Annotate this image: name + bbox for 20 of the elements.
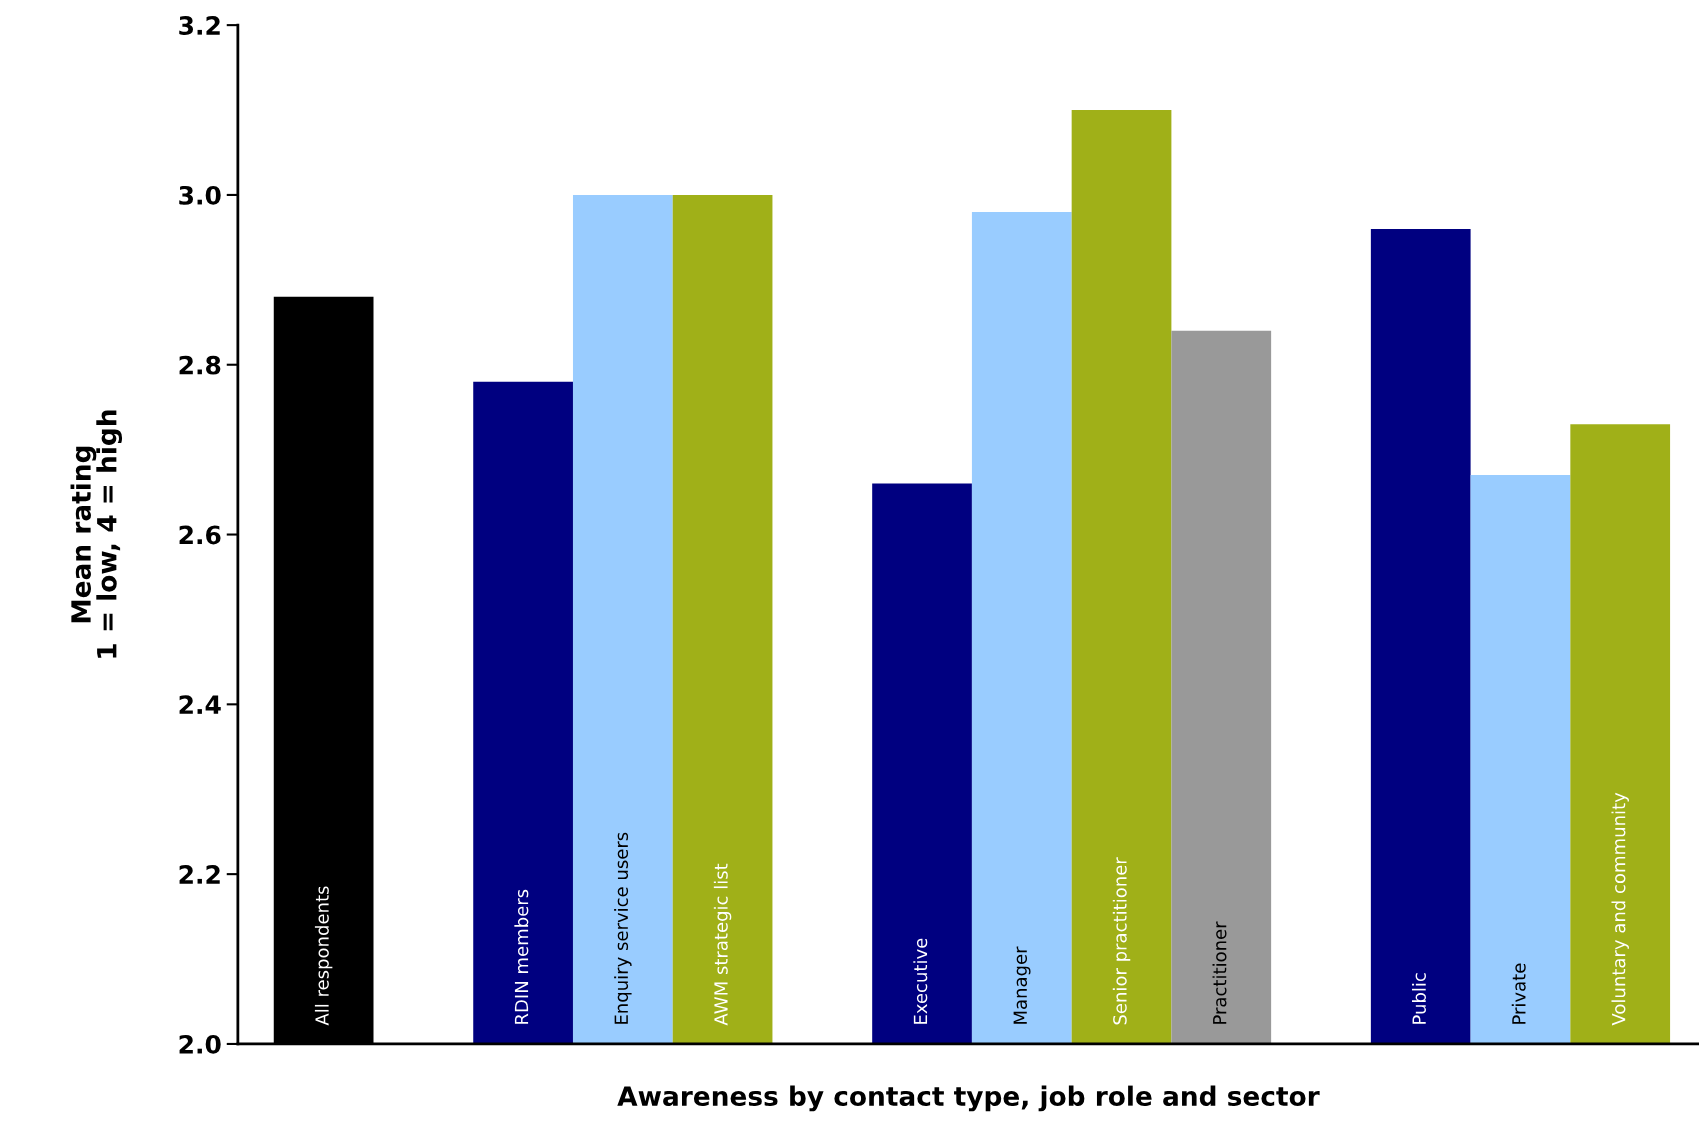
y-tick-label: 3.0 [179,185,221,205]
x-tick-label: Manager [1013,946,1031,1024]
x-tick-label: RDIN members [514,889,529,1024]
y-tick-label: 3.2 [179,16,220,35]
x-tick-label: AWM strategic list [713,863,732,1026]
x-axis-title: Awareness by contact type, job role and sector [617,1085,1320,1112]
x-tick-label: Enquiry service users [614,832,632,1024]
x-tick-label: Voluntary and community [1611,792,1629,1026]
y-tick-label: 2.8 [179,355,221,375]
x-tick-label: All respondents [314,886,333,1026]
y-tick-label: 2.0 [179,1034,221,1054]
x-tick-label: Practitioner [1212,921,1227,1024]
x-tick-label: Public [1412,973,1426,1024]
y-tick-label: 2.4 [179,695,221,714]
y-tick-label: 2.6 [179,525,221,545]
x-tick-label: Senior practitioner [1112,857,1131,1025]
x-tick-label: Private [1511,963,1526,1024]
y-axis-title: Mean rating 1 = low, 4 = high [70,410,123,658]
x-tick-label: Executive [913,938,928,1024]
y-tick-label: 2.2 [179,865,220,884]
